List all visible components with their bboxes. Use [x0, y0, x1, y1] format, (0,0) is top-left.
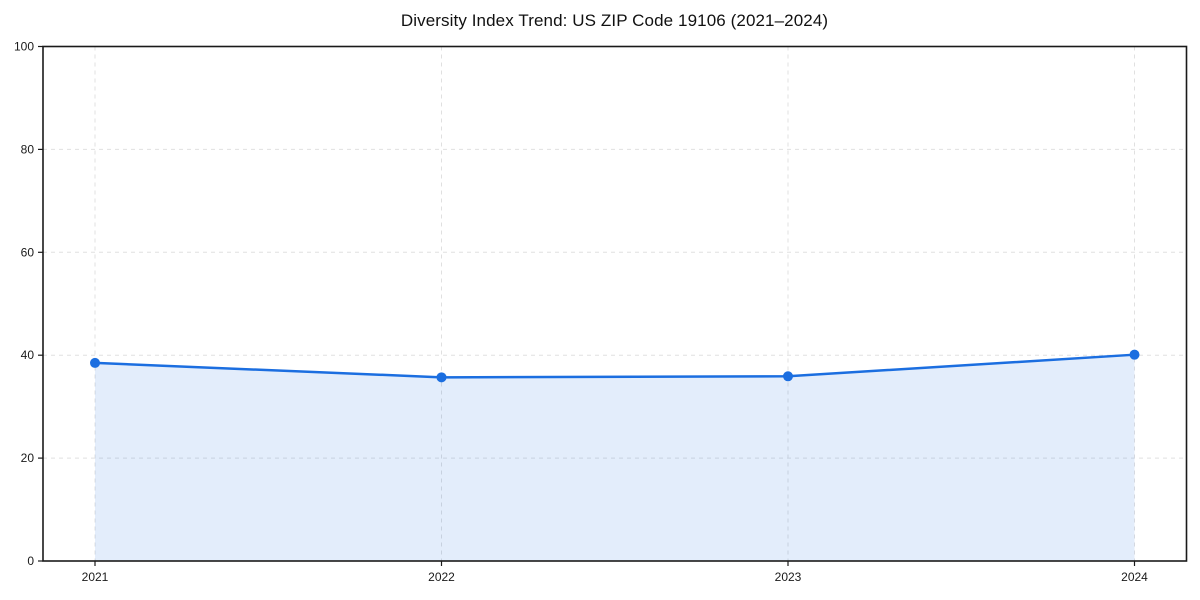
- data-point-marker-2021: [90, 357, 100, 368]
- x-axis-tick-label: 2022: [428, 570, 455, 584]
- plot-border: [42, 45, 1188, 562]
- chart-title: Diversity Index Trend: US ZIP Code 19106…: [400, 11, 829, 30]
- x-axis-tick-label: 2021: [82, 570, 109, 584]
- x-axis-tick-label: 2024: [1121, 570, 1148, 584]
- area-fill: [95, 354, 1135, 561]
- trend-line: [93, 353, 1136, 379]
- data-point-marker-2024: [1129, 349, 1140, 360]
- y-axis-tick-label: 80: [21, 142, 35, 156]
- y-axis-tick-label: 20: [21, 451, 35, 465]
- x-axis-tick-label: 2023: [775, 570, 802, 584]
- y-axis-tick-label: 40: [21, 348, 35, 362]
- y-axis-tick-label: 60: [21, 245, 35, 259]
- y-axis-tick-label: 100: [14, 40, 34, 54]
- data-point-marker-2022: [436, 372, 447, 383]
- data-point-marker-2023: [783, 371, 793, 382]
- y-axis-tick-label: 0: [27, 554, 34, 568]
